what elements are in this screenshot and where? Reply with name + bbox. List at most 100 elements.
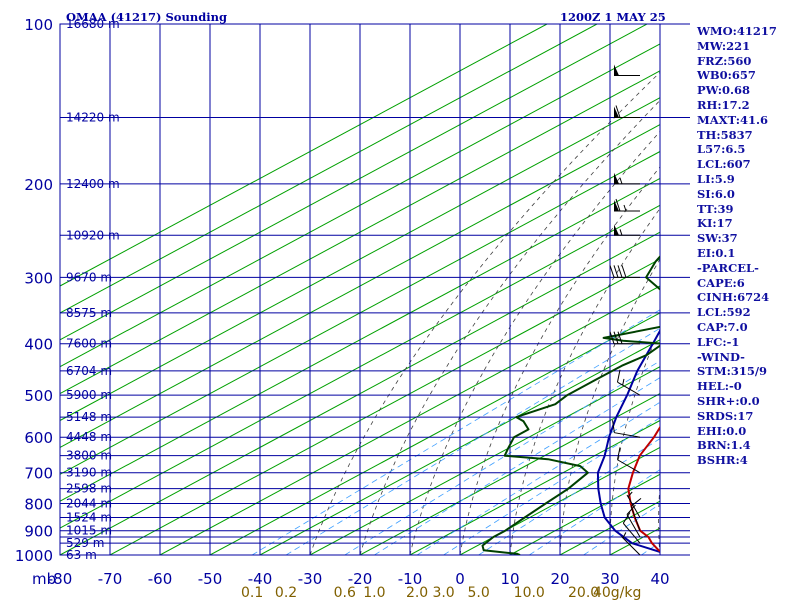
height-label: 2044 m [66,497,112,511]
height-label: 10920 m [66,228,120,242]
mixing-ratio-label: 3.0 [432,585,454,600]
isotherm-line [60,177,660,502]
barb-staff [626,494,641,518]
temperature-tick-label: -70 [98,570,123,588]
index-item: -PARCEL- [697,260,759,275]
isotherm-line [60,24,598,314]
index-item: CINH:6724 [697,290,770,305]
pressure-tick-label: 300 [24,269,53,287]
temperature-tick-label: 10 [500,570,519,588]
barb-staff [614,432,641,438]
mixing-ratio-label: 5.0 [467,585,489,600]
isotherm-line [359,393,660,555]
barb-flag [616,369,621,383]
barb-pennant [614,200,619,211]
barb-flag [617,331,623,344]
isotherm-line [109,258,660,555]
barb-staff [617,459,641,474]
wind-barb [626,491,641,518]
barb-flag [617,265,623,278]
pressure-tick-label: 600 [24,429,53,447]
index-item: RH:17.2 [697,97,750,112]
index-item: SI:6.0 [697,186,735,201]
barb-staff [622,522,641,544]
barb-flag [612,420,615,433]
index-item: EHI:0.0 [697,423,747,438]
height-label: 7600 m [66,337,112,351]
isotherm-line [60,24,548,287]
index-item: HEL:-0 [697,379,742,394]
index-item: WMO:41217 [697,24,777,38]
pressure-tick-label: 100 [24,16,53,34]
wind-barb [614,172,640,185]
isotherm-line [60,124,660,448]
height-label: 4448 m [66,430,112,444]
temperature-tick-label: -40 [248,570,273,588]
barb-half-flag [622,378,625,386]
isotherm-line [309,366,660,555]
index-item: BSHR:4 [697,453,748,468]
barb-flag [609,265,615,278]
height-label: 9670 m [66,270,112,284]
barb-flag [613,331,619,344]
barb-pennant [614,106,619,118]
index-item: LFC:-1 [697,334,740,349]
barb-flag [609,331,615,344]
temperature-tick-label: -60 [148,570,173,588]
index-item: WB0:657 [697,68,756,83]
indices-panel: WMO:41217 MW:221 FRZ:560 WB0:657 PW:0.68 RH:1… [697,24,800,468]
isotherm-line [60,97,660,422]
index-item: LCL:607 [697,157,751,172]
temperature-tick-label: 0 [455,570,465,588]
wind-barb [616,447,641,474]
barb-pennant [614,172,619,184]
barb-pennant [614,224,619,236]
barb-flag [613,265,619,278]
temperature-tick-label: 40 [650,570,669,588]
isotherm-line [409,419,660,555]
index-item: KI:17 [697,216,733,231]
index-item: EI:0.1 [697,245,736,260]
height-label: 63 m [66,548,97,562]
barb-flag [621,265,627,278]
height-label: 14220 m [66,111,120,125]
height-label: 2598 m [66,482,112,496]
pressure-tick-label: 400 [24,336,53,354]
height-label: 8575 m [66,306,112,320]
height-labels: 16680 m 14220 m 12400 m 10920 m 9670 m 8575 m… [66,17,120,562]
isotherm-line [259,339,660,555]
isotherm-line [60,24,648,341]
temperature-tick-label: 20 [550,570,569,588]
index-item: MAXT:41.6 [697,112,768,127]
height-label: 5900 m [66,388,112,402]
height-label: 12400 m [66,177,120,191]
height-label: 1524 m [66,511,112,525]
mixing-ratio-label: 40g/kg [593,585,641,600]
mixing-ratio-label: 20.0 [568,585,599,600]
index-item: SW:37 [697,231,738,246]
index-item: TT:39 [697,201,734,216]
isotherm-line [60,204,660,529]
pressure-tick-label: 800 [24,496,53,514]
barb-half-flag [619,229,623,236]
barb-half-flag [627,491,633,498]
barb-flag [622,512,631,524]
height-label: 529 m [66,536,104,550]
isotherm-line [60,70,660,395]
isobar-lines [59,23,690,556]
mixing-ratio-label: 0.2 [275,585,297,600]
height-label: 5148 m [66,410,112,424]
barb-staff [621,536,641,556]
height-label: 1015 m [66,524,112,538]
isotherm-line [159,285,660,555]
index-item: BRN:1.4 [697,438,751,453]
isotherm-line [60,231,660,555]
wind-barb [612,420,641,438]
index-item: FRZ:560 [697,53,752,68]
pressure-tick-label: 700 [24,465,53,483]
height-label: 3800 m [66,449,112,463]
wind-barb [614,198,640,212]
temperature-tick-label: -80 [48,570,73,588]
index-item: CAPE:6 [697,275,745,290]
